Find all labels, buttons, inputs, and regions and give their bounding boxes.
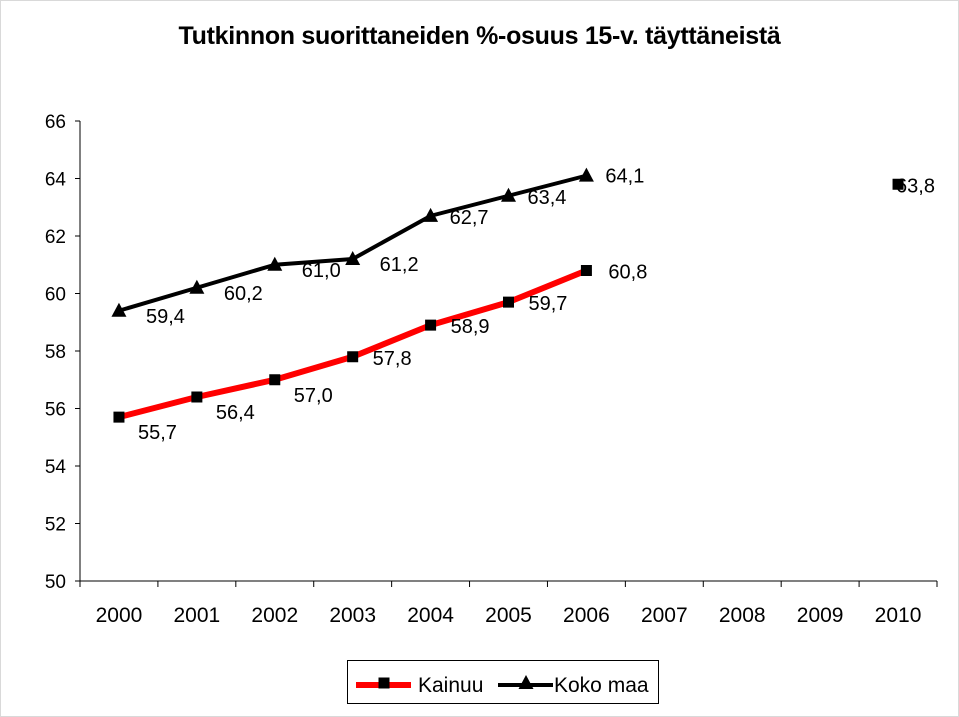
data-point-kainuu	[113, 411, 125, 423]
x-axis-ticks: 2000 2001 2002 2003 2004 2005 2006 2007 2008 2009…	[79, 581, 938, 627]
data-label: 64,1	[605, 166, 644, 188]
data-point-koko-maa	[189, 279, 205, 294]
legend: Kainuu Koko maa	[347, 660, 659, 704]
legend-graphic: Kainuu Koko maa	[356, 674, 649, 697]
data-label: 58,9	[451, 316, 490, 338]
data-label: 60,2	[224, 283, 263, 305]
data-point-koko-maa	[345, 251, 361, 265]
y-tick-label: 50	[45, 572, 66, 593]
x-tick-label: 2006	[563, 604, 610, 627]
data-label: 63,8	[896, 175, 935, 197]
data-point-kainuu	[580, 265, 592, 276]
data-label: 61,2	[380, 254, 419, 276]
data-label: 62,7	[450, 207, 489, 229]
x-tick-label: 2001	[174, 604, 221, 627]
data-label: 57,0	[294, 385, 333, 407]
data-point-kainuu	[269, 374, 281, 386]
y-tick-label: 66	[45, 112, 66, 133]
y-tick-label: 58	[45, 342, 66, 363]
y-tick-label: 64	[45, 170, 67, 191]
legend-label: Kainuu	[418, 674, 483, 697]
data-label: 59,7	[529, 293, 568, 315]
y-axis-ticks: 66 64 62 60 58 56 54 52 50	[45, 112, 80, 593]
x-tick-label: 2004	[407, 604, 454, 627]
x-tick-label: 2003	[329, 604, 376, 627]
series-line-kainuu	[118, 267, 588, 421]
x-tick-label: 2000	[96, 604, 143, 627]
data-label: 55,7	[138, 422, 177, 444]
x-tick-label: 2008	[719, 604, 766, 627]
data-label: 56,4	[216, 402, 255, 424]
data-point-kainuu	[892, 178, 904, 190]
x-tick-label: 2007	[641, 604, 688, 627]
data-label: 61,0	[302, 260, 341, 282]
data-point-koko-maa	[267, 256, 283, 271]
data-label: 57,8	[373, 348, 412, 370]
data-point-kainuu	[347, 351, 359, 363]
x-tick-label: 2010	[875, 604, 922, 627]
data-point-koko-maa	[111, 302, 127, 317]
data-point-kainuu	[191, 391, 203, 403]
data-point-kainuu	[503, 296, 514, 308]
data-label: 60,8	[608, 262, 647, 284]
data-point-kainuu	[425, 319, 437, 331]
data-point-koko-maa	[423, 207, 439, 222]
series-line-koko-maa	[118, 173, 587, 313]
data-label: 63,4	[528, 187, 567, 209]
chart-title: Tutkinnon suorittaneiden %-osuus 15-v. t…	[178, 22, 781, 50]
y-tick-label: 60	[45, 285, 66, 306]
data-labels: 55,7 56,4 57,0 57,8 58,9 59,7 60,8 63,8 59,4 60,2…	[138, 166, 935, 445]
y-tick-label: 62	[45, 227, 66, 248]
x-tick-label: 2002	[251, 604, 298, 627]
data-label: 59,4	[146, 306, 185, 328]
legend-label: Koko maa	[554, 674, 649, 697]
y-tick-label: 52	[45, 515, 66, 536]
data-point-koko-maa	[578, 167, 594, 182]
data-point-koko-maa	[501, 187, 516, 202]
y-tick-label: 54	[45, 457, 67, 478]
y-tick-label: 56	[45, 400, 66, 421]
x-tick-label: 2005	[485, 604, 532, 627]
legend-swatch-marker	[378, 677, 390, 689]
series-markers	[111, 167, 904, 423]
legend-swatch-marker	[518, 675, 534, 689]
x-tick-label: 2009	[797, 604, 844, 627]
series-lines	[118, 173, 588, 421]
